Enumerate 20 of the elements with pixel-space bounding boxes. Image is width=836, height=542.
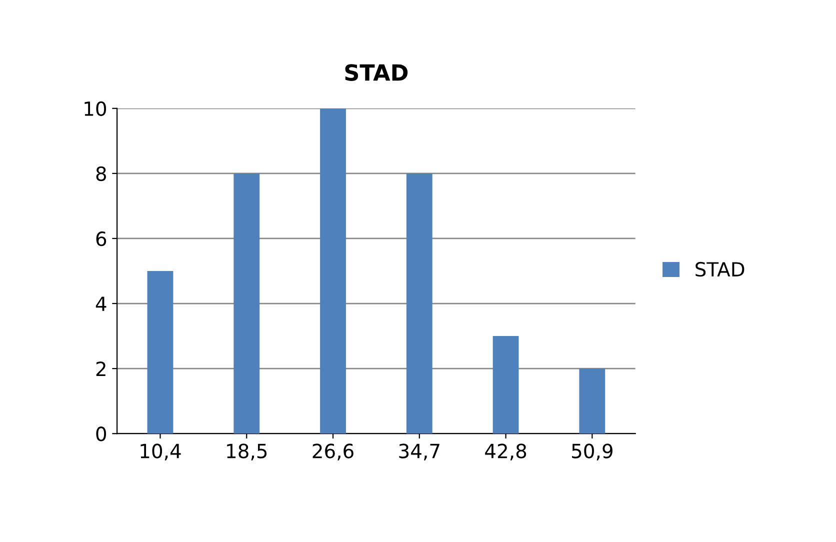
y-tick-label: 6 [96,231,106,246]
x-tick-label: 10,4 [140,444,181,460]
x-tick-label: 26,6 [312,444,354,460]
y-tick-label: 0 [96,426,106,442]
x-tick-label: 50,9 [572,444,612,460]
bar [492,336,519,434]
y-tick-label: 2 [96,362,106,376]
bar [579,368,606,434]
bar [147,271,174,434]
bar [320,108,346,434]
x-tick-label: 18,5 [227,444,267,460]
chart-title: STAD [345,64,408,81]
y-tick-label: 4 [96,296,106,311]
legend-label: STAD [696,262,744,277]
bar [234,173,260,434]
bar [406,173,432,434]
x-tick-label: 42,8 [485,444,526,460]
y-tick-label: 10 [84,101,106,116]
y-tick-label: 8 [96,166,106,182]
x-tick-label: 34,7 [399,444,440,460]
